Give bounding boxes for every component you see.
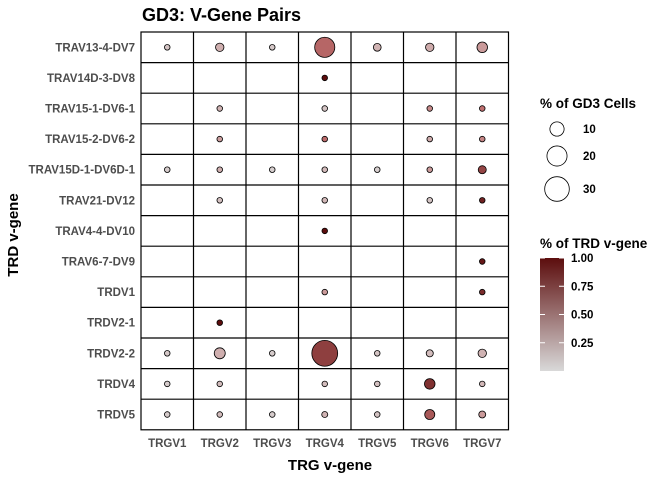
x-tick-label: TRGV2 [201, 438, 239, 450]
bubble [321, 227, 328, 235]
size-legend-title: % of GD3 Cells [540, 96, 636, 111]
bubble [321, 197, 328, 204]
color-legend: 1.00 0.75 0.50 0.25 [540, 253, 594, 350]
y-tick-labels: TRAV13-4-DV7 TRAV14D-3-DV8 TRAV15-1-DV6-1 T… [28, 42, 135, 421]
x-tick-labels: TRGV1 TRGV2 TRGV3 TRGV4 TRGV5 TRGV6 TRGV7 [148, 438, 501, 450]
bubble [476, 41, 488, 53]
bubble [269, 166, 276, 173]
size-legend-label: 30 [583, 184, 596, 196]
bubble [321, 288, 328, 296]
bubble [424, 378, 436, 390]
y-tick-label: TRDV2-1 [87, 318, 136, 330]
bubble [216, 166, 223, 173]
plot-grid [140, 31, 510, 431]
chart-title: GD3: V-Gene Pairs [142, 5, 301, 25]
color-legend-label: 0.75 [571, 281, 594, 293]
size-legend-key [549, 121, 565, 137]
y-tick-label: TRDV5 [97, 410, 135, 422]
x-tick-label: TRGV3 [253, 438, 291, 450]
bubble [426, 197, 433, 204]
bubble [374, 411, 381, 418]
color-legend-label: 0.25 [571, 338, 594, 350]
bubble [164, 44, 171, 51]
bubble [426, 105, 433, 112]
bubble [321, 380, 328, 388]
bubble [164, 380, 171, 388]
y-tick-label: TRDV2-2 [87, 348, 135, 360]
bubble [426, 166, 433, 173]
bubble [314, 36, 336, 58]
y-tick-label: TRAV15-2-DV6-2 [45, 134, 135, 146]
y-axis-title: TRD v-gene [5, 193, 22, 276]
bubble [372, 43, 382, 52]
bubble [216, 105, 223, 112]
bubble [164, 166, 171, 173]
bubble [477, 348, 487, 358]
bubble [374, 350, 381, 357]
color-legend-label: 1.00 [571, 253, 593, 265]
bubble [321, 166, 328, 173]
bubble [479, 288, 486, 296]
bubble [479, 380, 486, 388]
y-tick-label: TRAV15D-1-DV6D-1 [28, 165, 135, 177]
bubble [216, 197, 223, 204]
bubble [321, 105, 328, 112]
x-axis-title: TRG v-gene [288, 457, 372, 474]
y-tick-label: TRAV15-1-DV6-1 [45, 104, 135, 116]
bubble [424, 409, 436, 420]
bubble [478, 410, 487, 419]
bubble [479, 105, 486, 112]
y-tick-label: TRDV1 [97, 287, 135, 299]
bubble [164, 411, 171, 418]
bubble [477, 165, 487, 175]
y-tick-label: TRAV4-4-DV10 [55, 226, 135, 238]
bubble [269, 411, 276, 418]
bubble [479, 135, 486, 143]
color-legend-title: % of TRD v-gene [540, 236, 648, 251]
size-legend: 10 20 30 [544, 121, 596, 202]
color-legend-label: 0.50 [571, 310, 593, 322]
bubble [425, 349, 434, 358]
bubble [216, 411, 223, 418]
bubble [479, 197, 486, 204]
y-tick-label: TRAV6-7-DV9 [62, 257, 135, 269]
size-legend-key [546, 145, 568, 167]
bubble [311, 339, 339, 367]
bubble [216, 319, 223, 326]
plot-border [140, 31, 510, 431]
x-tick-label: TRGV4 [306, 438, 345, 450]
bubble [321, 411, 329, 418]
x-tick-label: TRGV1 [148, 438, 187, 450]
x-tick-label: TRGV5 [358, 438, 397, 450]
bubble [269, 44, 276, 51]
y-tick-label: TRDV4 [97, 379, 135, 391]
bubble [216, 380, 223, 388]
bubble [426, 135, 433, 143]
bubble [215, 42, 225, 52]
y-tick-label: TRAV21-DV12 [59, 195, 135, 207]
bubble [479, 258, 486, 265]
x-tick-label: TRGV7 [463, 438, 501, 450]
bubble [213, 347, 226, 360]
size-legend-label: 20 [583, 151, 596, 163]
size-legend-label: 10 [583, 124, 596, 136]
y-tick-label: TRAV14D-3-DV8 [47, 73, 136, 85]
bubble [374, 380, 381, 388]
bubble [321, 74, 328, 82]
bubble [216, 135, 223, 143]
bubble [374, 166, 381, 173]
bubble [269, 350, 276, 357]
x-tick-label: TRGV6 [411, 438, 449, 450]
bubble [425, 42, 435, 52]
bubble [321, 135, 328, 143]
size-legend-key [544, 176, 570, 202]
y-tick-label: TRAV13-4-DV7 [55, 42, 135, 54]
bubbles [164, 36, 488, 420]
bubble [164, 350, 171, 357]
